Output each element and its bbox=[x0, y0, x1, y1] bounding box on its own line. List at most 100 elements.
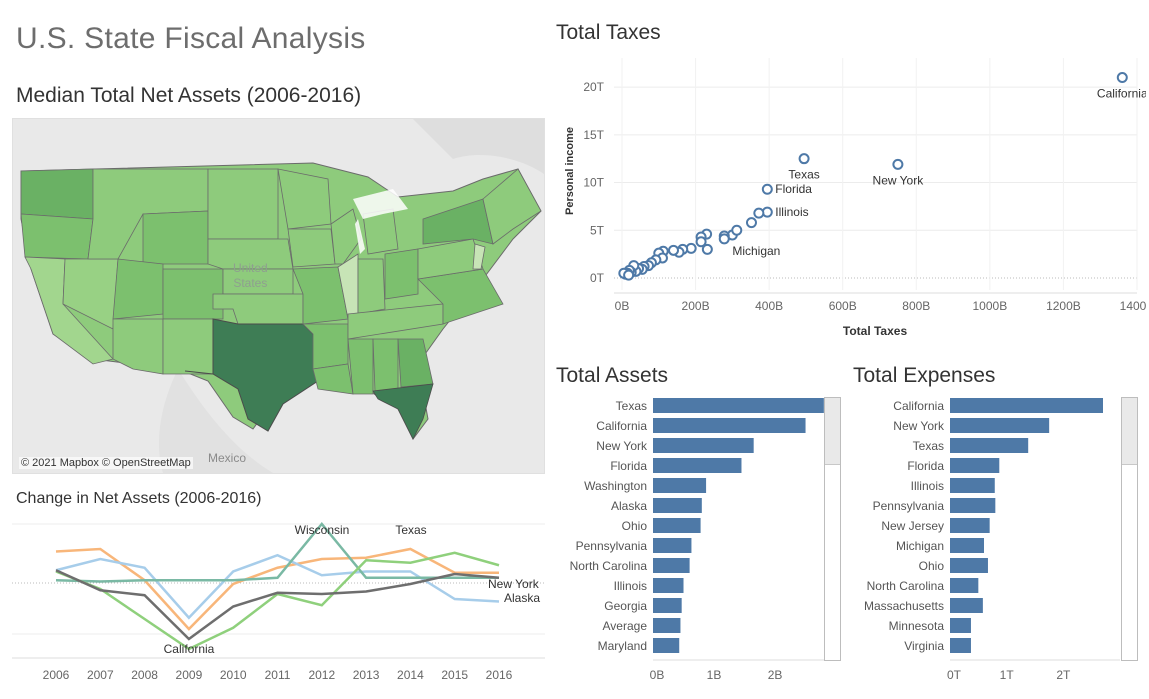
state-new-jersey[interactable] bbox=[472, 243, 486, 270]
scatter-y-label: Personal income bbox=[564, 127, 576, 215]
state-missouri[interactable] bbox=[292, 266, 349, 325]
assets-bar[interactable] bbox=[653, 638, 680, 653]
line-x-tick: 2011 bbox=[265, 668, 291, 682]
state-new-york[interactable] bbox=[422, 198, 494, 245]
expenses-x-tick: 2T bbox=[1056, 668, 1071, 682]
expenses-bar[interactable] bbox=[950, 438, 1029, 453]
state-wyoming[interactable] bbox=[142, 210, 209, 265]
expenses-bar[interactable] bbox=[950, 538, 984, 553]
expenses-bar[interactable] bbox=[950, 578, 979, 593]
assets-bar[interactable] bbox=[653, 578, 684, 593]
line-series-texas[interactable] bbox=[55, 547, 499, 631]
scatter-point[interactable] bbox=[892, 158, 904, 170]
expenses-bar[interactable] bbox=[950, 418, 1050, 433]
line-x-tick: 2015 bbox=[441, 668, 468, 682]
expenses-scroll-thumb[interactable] bbox=[1122, 398, 1137, 465]
scatter-point[interactable] bbox=[731, 224, 743, 236]
assets-bar[interactable] bbox=[653, 398, 824, 413]
assets-scrollbar[interactable] bbox=[824, 397, 841, 661]
assets-bar[interactable] bbox=[653, 498, 702, 513]
state-new-england[interactable] bbox=[482, 168, 542, 245]
expenses-x-tick: 1T bbox=[1000, 668, 1015, 682]
scatter-label-california: California bbox=[1097, 87, 1146, 101]
expenses-bar[interactable] bbox=[950, 458, 1000, 473]
expenses-title: Total Expenses bbox=[853, 364, 996, 387]
line-annotation-alaska: Alaska bbox=[504, 591, 540, 605]
scatter-point[interactable] bbox=[695, 236, 707, 248]
state-dakotas[interactable] bbox=[207, 168, 279, 240]
state-colorado[interactable] bbox=[162, 268, 224, 320]
scatter-point[interactable] bbox=[761, 183, 773, 195]
state-indiana[interactable] bbox=[357, 258, 386, 315]
assets-bar-chart[interactable]: Texas California New York Florida Washington… bbox=[556, 392, 846, 692]
assets-bar[interactable] bbox=[653, 558, 690, 573]
assets-category-label: North Carolina bbox=[570, 559, 648, 573]
scatter-point[interactable] bbox=[798, 153, 810, 165]
expenses-bar[interactable] bbox=[950, 638, 971, 653]
expenses-category-label: Texas bbox=[913, 439, 944, 453]
assets-bar[interactable] bbox=[653, 418, 806, 433]
expenses-bar[interactable] bbox=[950, 618, 971, 633]
state-utah[interactable] bbox=[112, 258, 164, 320]
map-panel[interactable]: United States Mexico © 2021 Mapbox © Ope… bbox=[12, 118, 545, 474]
expenses-bar[interactable] bbox=[950, 598, 983, 613]
scatter-point[interactable] bbox=[718, 233, 730, 245]
us-map[interactable] bbox=[13, 119, 544, 473]
assets-bar[interactable] bbox=[653, 598, 682, 613]
expenses-category-label: Ohio bbox=[919, 559, 945, 573]
state-pennsylvania[interactable] bbox=[417, 238, 484, 280]
assets-bar[interactable] bbox=[653, 518, 701, 533]
assets-x-tick: 1B bbox=[707, 668, 722, 682]
expenses-bar[interactable] bbox=[950, 498, 996, 513]
line-series-alaska[interactable] bbox=[55, 553, 500, 620]
assets-bar[interactable] bbox=[653, 618, 681, 633]
assets-category-label: Alaska bbox=[611, 499, 647, 513]
state-mississippi[interactable] bbox=[347, 338, 374, 395]
state-alabama[interactable] bbox=[372, 338, 399, 392]
expenses-bar[interactable] bbox=[950, 518, 990, 533]
scatter-y-tick: 5T bbox=[590, 223, 605, 237]
assets-bar[interactable] bbox=[653, 458, 742, 473]
map-attribution[interactable]: © 2021 Mapbox © OpenStreetMap bbox=[19, 457, 193, 469]
scatter-point[interactable] bbox=[753, 207, 765, 219]
state-washington[interactable] bbox=[20, 168, 94, 220]
scatter-point[interactable] bbox=[668, 244, 679, 256]
expenses-bar[interactable] bbox=[950, 398, 1103, 413]
state-new-mexico[interactable] bbox=[162, 318, 214, 375]
scatter-x-tick: 1400B bbox=[1120, 299, 1146, 313]
line-chart[interactable]: 2006 2007 2008 2009 2010 2011 2012 2013 2014 2015… bbox=[0, 512, 548, 699]
line-series-wisconsin[interactable] bbox=[55, 522, 499, 583]
state-ohio[interactable] bbox=[384, 248, 419, 300]
assets-scroll-thumb[interactable] bbox=[825, 398, 840, 465]
assets-bar[interactable] bbox=[653, 478, 707, 493]
expenses-category-label: Massachusetts bbox=[864, 599, 944, 613]
expenses-bar-chart[interactable]: California New York Texas Florida Illinois Pe… bbox=[846, 392, 1146, 692]
scatter-x-tick: 200B bbox=[682, 299, 710, 313]
assets-bar[interactable] bbox=[653, 538, 692, 553]
state-louisiana[interactable] bbox=[312, 363, 354, 395]
scatter-chart[interactable]: 0T 5T 10T 15T 20T 0B 200B 400B 600B 800B 1000B 1200… bbox=[556, 50, 1146, 350]
state-arizona[interactable] bbox=[112, 318, 164, 375]
scatter-point[interactable] bbox=[701, 243, 713, 255]
expenses-category-label: North Carolina bbox=[867, 579, 945, 593]
expenses-bar[interactable] bbox=[950, 478, 995, 493]
scatter-y-tick: 15T bbox=[583, 128, 604, 142]
scatter-point[interactable] bbox=[623, 269, 635, 281]
expenses-category-label: California bbox=[893, 399, 944, 413]
scatter-point[interactable] bbox=[745, 217, 757, 229]
state-wisconsin[interactable] bbox=[330, 208, 362, 265]
state-oregon[interactable] bbox=[20, 213, 94, 260]
line-series-new-york[interactable] bbox=[55, 569, 500, 641]
assets-x-tick: 2B bbox=[768, 668, 783, 682]
line-x-tick: 2007 bbox=[87, 668, 114, 682]
scatter-title: Total Taxes bbox=[556, 21, 661, 44]
assets-bar[interactable] bbox=[653, 438, 754, 453]
scatter-point[interactable] bbox=[1116, 72, 1128, 84]
scatter-x-tick: 400B bbox=[755, 299, 783, 313]
scatter-x-tick: 600B bbox=[829, 299, 857, 313]
expenses-bar[interactable] bbox=[950, 558, 988, 573]
scatter-label-michigan: Michigan bbox=[732, 244, 780, 258]
expenses-scrollbar[interactable] bbox=[1121, 397, 1138, 661]
state-iowa[interactable] bbox=[287, 228, 336, 268]
state-florida[interactable] bbox=[372, 383, 434, 440]
